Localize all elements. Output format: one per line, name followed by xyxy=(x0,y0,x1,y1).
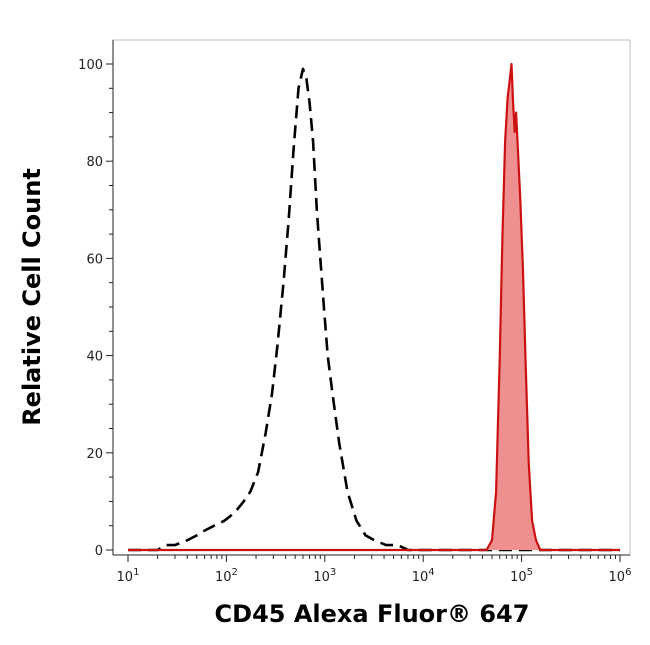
y-axis-title: Relative Cell Count xyxy=(18,168,46,426)
x-axis-title: CD45 Alexa Fluor® 647 xyxy=(215,600,530,628)
y-tick-label: 100 xyxy=(78,58,103,73)
series-0-line xyxy=(128,67,620,552)
y-tick-label: 0 xyxy=(95,544,103,559)
x-tick-label: 104 xyxy=(412,567,435,585)
x-axis: 101 102 103 104 105 106 xyxy=(113,554,632,585)
y-tick-label: 60 xyxy=(86,252,103,267)
series-layer xyxy=(128,62,620,552)
x-tick-label: 101 xyxy=(117,567,140,585)
x-tick-label: 106 xyxy=(609,567,632,585)
x-tick-label: 103 xyxy=(313,567,336,585)
series-1-fill xyxy=(128,64,620,550)
y-axis: 0 20 40 60 80 100 xyxy=(78,40,114,559)
y-tick-label: 20 xyxy=(86,447,103,462)
series-1-line xyxy=(128,62,620,552)
x-tick-label: 105 xyxy=(510,567,533,585)
x-tick-label: 102 xyxy=(215,567,238,585)
plot-frame xyxy=(112,39,631,556)
y-tick-label: 40 xyxy=(86,350,103,365)
y-tick-label: 80 xyxy=(86,155,103,170)
